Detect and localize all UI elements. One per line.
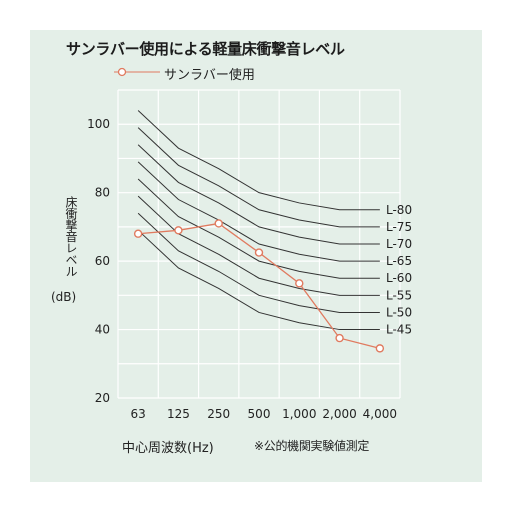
y-tick-label: 60 xyxy=(95,254,110,268)
reference-curve-label: L-55 xyxy=(386,288,412,302)
legend-marker xyxy=(114,67,160,77)
reference-curve-label: L-70 xyxy=(386,237,412,251)
reference-curve-label: L-60 xyxy=(386,271,412,285)
reference-curve xyxy=(137,212,380,313)
chart-title: サンラバー使用による軽量床衝撃音レベル xyxy=(66,40,345,58)
reference-curve xyxy=(137,110,380,211)
reference-curve-label: L-50 xyxy=(386,305,412,319)
legend-label: サンラバー使用 xyxy=(164,68,255,83)
x-tick-label: 4,000 xyxy=(363,407,397,421)
y-axis-label: 床衝撃音レベル xyxy=(64,196,78,277)
data-point xyxy=(214,219,223,228)
y-tick-label: 80 xyxy=(95,186,110,200)
x-axis-label: 中心周波数(Hz) xyxy=(122,441,214,456)
y-tick-label: 20 xyxy=(95,391,110,405)
x-tick-label: 63 xyxy=(131,407,146,421)
x-tick-label: 500 xyxy=(248,407,271,421)
x-tick-label: 125 xyxy=(167,407,190,421)
data-point xyxy=(335,333,344,343)
reference-curve-label: L-75 xyxy=(386,220,412,234)
data-point xyxy=(133,229,143,238)
y-tick-label: 100 xyxy=(87,117,110,131)
reference-curve-label: L-65 xyxy=(386,254,412,268)
reference-curve xyxy=(137,161,380,262)
legend: サンラバー使用 xyxy=(114,64,255,83)
chart-panel xyxy=(30,30,482,482)
y-tick-label: 40 xyxy=(95,323,110,337)
x-tick-label: 1,000 xyxy=(282,407,316,421)
y-axis-unit: (dB) xyxy=(51,290,77,304)
reference-curve-label: L-45 xyxy=(386,323,412,337)
data-point xyxy=(295,279,304,288)
reference-curve xyxy=(137,178,380,279)
reference-curve xyxy=(137,127,380,228)
reference-curve-label: L-80 xyxy=(386,203,412,217)
data-point xyxy=(375,344,385,353)
x-tick-label: 250 xyxy=(207,407,230,421)
reference-curve xyxy=(137,229,380,331)
reference-curve xyxy=(137,195,380,296)
reference-curve xyxy=(137,144,380,245)
measurement-note: ※公的機関実験値測定 xyxy=(254,439,370,453)
x-tick-label: 2,000 xyxy=(322,407,356,421)
data-point xyxy=(174,226,183,235)
data-point xyxy=(254,248,264,257)
